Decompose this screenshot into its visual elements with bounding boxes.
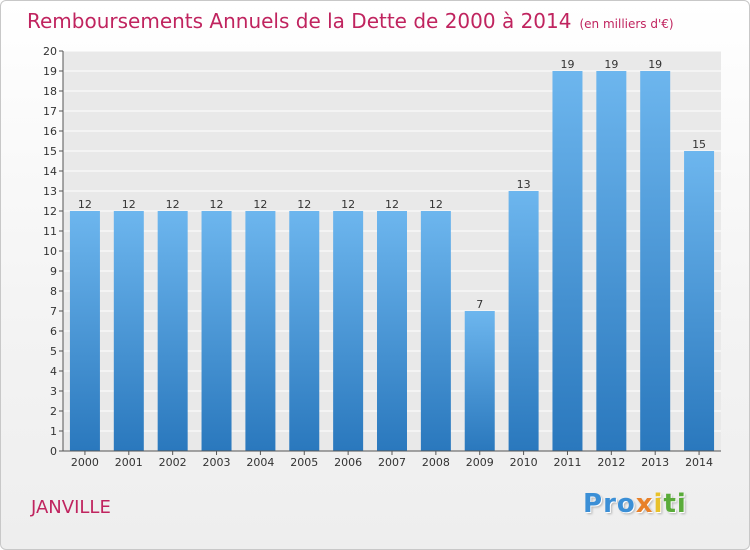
city-name: JANVILLE bbox=[31, 497, 111, 518]
logo-letter: P bbox=[583, 489, 604, 519]
x-tick-label-2006: 2006 bbox=[334, 456, 362, 469]
data-label-2002: 12 bbox=[166, 198, 180, 211]
data-label-2011: 19 bbox=[560, 58, 574, 71]
bar-2007 bbox=[377, 211, 407, 451]
data-label-2004: 12 bbox=[253, 198, 267, 211]
bar-2013 bbox=[640, 71, 671, 451]
bar-2004 bbox=[245, 211, 276, 451]
x-tick-label-2009: 2009 bbox=[466, 456, 494, 469]
y-tick-label: 11 bbox=[43, 225, 57, 238]
bar-2006 bbox=[333, 211, 364, 451]
data-label-2013: 19 bbox=[648, 58, 662, 71]
data-label-2012: 19 bbox=[604, 58, 618, 71]
x-tick-label-2001: 2001 bbox=[115, 456, 143, 469]
x-tick-label-2000: 2000 bbox=[71, 456, 99, 469]
bars bbox=[69, 71, 715, 451]
bar-2002 bbox=[157, 211, 188, 451]
y-tick-label: 3 bbox=[50, 385, 57, 398]
bar-2000 bbox=[69, 211, 100, 451]
y-tick-label: 4 bbox=[50, 365, 57, 378]
data-label-2014: 15 bbox=[692, 138, 706, 151]
logo-letter: i bbox=[653, 489, 664, 519]
y-tick-label: 8 bbox=[50, 285, 57, 298]
data-label-2005: 12 bbox=[297, 198, 311, 211]
data-label-2007: 12 bbox=[385, 198, 399, 211]
chart-title-text: Remboursements Annuels de la Dette de 20… bbox=[27, 9, 572, 33]
labels: 0123456789101112131415161718192012200012… bbox=[43, 45, 713, 469]
y-tick-label: 2 bbox=[50, 405, 57, 418]
y-tick-label: 20 bbox=[43, 45, 57, 58]
bar-2012 bbox=[596, 71, 627, 451]
logo-letter: o bbox=[616, 489, 636, 519]
logo-letter: t bbox=[663, 489, 677, 519]
x-tick-label-2013: 2013 bbox=[641, 456, 669, 469]
y-tick-label: 17 bbox=[43, 105, 57, 118]
y-tick-label: 14 bbox=[43, 165, 57, 178]
y-tick-label: 9 bbox=[50, 265, 57, 278]
chart-subtitle: (en milliers d'€) bbox=[579, 17, 674, 31]
bar-2001 bbox=[113, 211, 144, 451]
y-tick-label: 12 bbox=[43, 205, 57, 218]
y-tick-label: 10 bbox=[43, 245, 57, 258]
bar-2009 bbox=[464, 311, 495, 451]
logo-letter: x bbox=[635, 489, 654, 519]
y-tick-label: 0 bbox=[50, 445, 57, 458]
x-tick-label-2012: 2012 bbox=[597, 456, 625, 469]
axes bbox=[59, 50, 721, 455]
data-label-2009: 7 bbox=[476, 298, 483, 311]
y-tick-label: 15 bbox=[43, 145, 57, 158]
y-tick-label: 7 bbox=[50, 305, 57, 318]
data-label-2000: 12 bbox=[78, 198, 92, 211]
proxiti-logo: Proxiti bbox=[583, 489, 687, 519]
bar-2011 bbox=[552, 71, 583, 451]
data-label-2008: 12 bbox=[429, 198, 443, 211]
chart-title: Remboursements Annuels de la Dette de 20… bbox=[27, 9, 674, 33]
x-tick-label-2004: 2004 bbox=[246, 456, 274, 469]
y-tick-label: 1 bbox=[50, 425, 57, 438]
x-tick-label-2008: 2008 bbox=[422, 456, 450, 469]
y-tick-label: 5 bbox=[50, 345, 57, 358]
bar-2010 bbox=[508, 191, 539, 451]
x-tick-label-2014: 2014 bbox=[685, 456, 713, 469]
x-tick-label-2005: 2005 bbox=[290, 456, 318, 469]
data-label-2010: 13 bbox=[517, 178, 531, 191]
data-label-2006: 12 bbox=[341, 198, 355, 211]
logo-letter: r bbox=[603, 489, 617, 519]
y-tick-label: 18 bbox=[43, 85, 57, 98]
logo-letter: i bbox=[676, 489, 687, 519]
data-label-2001: 12 bbox=[122, 198, 136, 211]
x-tick-label-2011: 2011 bbox=[553, 456, 581, 469]
x-tick-label-2002: 2002 bbox=[159, 456, 187, 469]
y-tick-label: 6 bbox=[50, 325, 57, 338]
x-tick-label-2007: 2007 bbox=[378, 456, 406, 469]
x-tick-label-2003: 2003 bbox=[203, 456, 231, 469]
y-tick-label: 19 bbox=[43, 65, 57, 78]
y-tick-label: 13 bbox=[43, 185, 57, 198]
bar-2008 bbox=[420, 211, 451, 451]
bar-2005 bbox=[289, 211, 320, 451]
data-label-2003: 12 bbox=[210, 198, 224, 211]
y-tick-label: 16 bbox=[43, 125, 57, 138]
bar-2003 bbox=[201, 211, 232, 451]
x-tick-label-2010: 2010 bbox=[510, 456, 538, 469]
bar-2014 bbox=[684, 151, 715, 451]
